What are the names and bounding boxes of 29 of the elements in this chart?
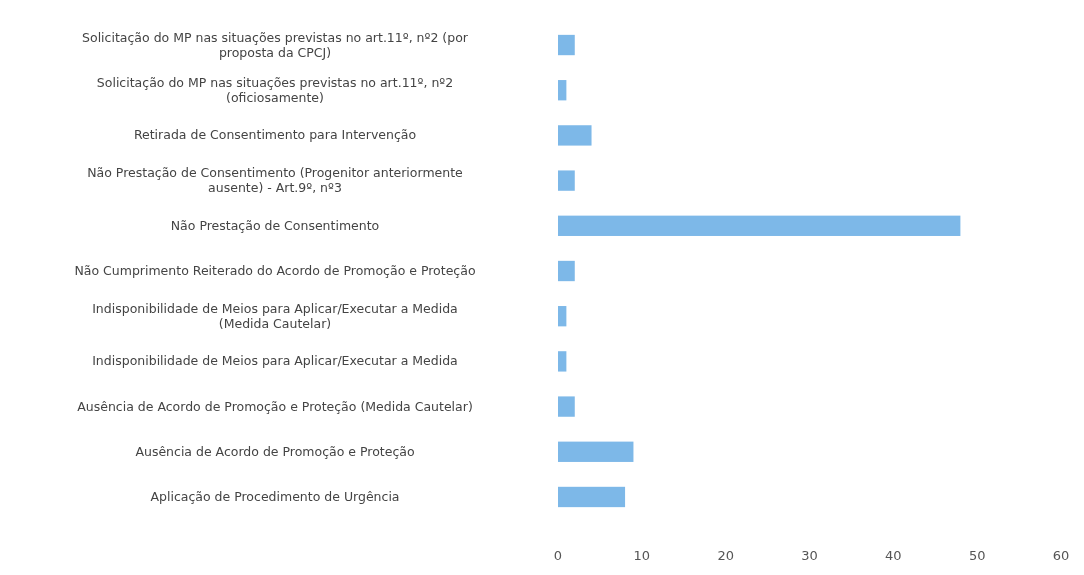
bar: [558, 170, 575, 191]
bar: [558, 34, 575, 56]
y-tick-label: Não Prestação de Consentimento: [170, 217, 380, 233]
y-tick-label: Não Cumprimento Reiterado do Acordo de Promoção e Proteção: [74, 262, 476, 278]
bar: [558, 306, 567, 327]
bar: [558, 441, 634, 462]
x-tick-label: 40: [885, 548, 902, 563]
bar: [558, 260, 575, 282]
bar: [558, 396, 575, 417]
y-tick-label: Não Prestação de Consentimento (Progenitor anteriormente ausente) - Art.9º, nº3: [87, 164, 464, 195]
y-tick-label: Aplicação de Procedimento de Urgência: [150, 488, 400, 504]
x-tick-label: 10: [633, 548, 651, 563]
y-tick-label: Ausência de Acordo de Promoção e Proteção (Medida Cautelar): [77, 398, 473, 414]
bar: [558, 486, 626, 508]
y-tick-label: Solicitação do MP nas situações previstas no art.11º, nº2 (por proposta da CPCJ): [82, 29, 469, 60]
x-tick-label: 60: [1052, 548, 1070, 563]
y-tick-label: Solicitação do MP nas situações previstas no art.11º, nº2 (oficiosamente): [96, 74, 454, 105]
bar: [558, 351, 567, 372]
bar: [558, 125, 592, 146]
bar: [558, 80, 567, 101]
y-tick-label: Indisponibilidade de Meios para Aplicar/Executar a Medida (Medida Cautelar): [92, 300, 458, 331]
y-tick-label: Retirada de Consentimento para Intervenção: [133, 126, 417, 142]
x-tick-label: 50: [968, 548, 986, 563]
x-tick-label: 30: [801, 548, 818, 563]
x-tick-label: 0: [553, 548, 563, 563]
bar: [558, 215, 961, 236]
y-tick-label: Ausência de Acordo de Promoção e Proteção: [135, 443, 415, 459]
y-tick-label: Indisponibilidade de Meios para Aplicar/Executar a Medida: [92, 352, 458, 368]
x-tick-label: 20: [717, 548, 734, 563]
